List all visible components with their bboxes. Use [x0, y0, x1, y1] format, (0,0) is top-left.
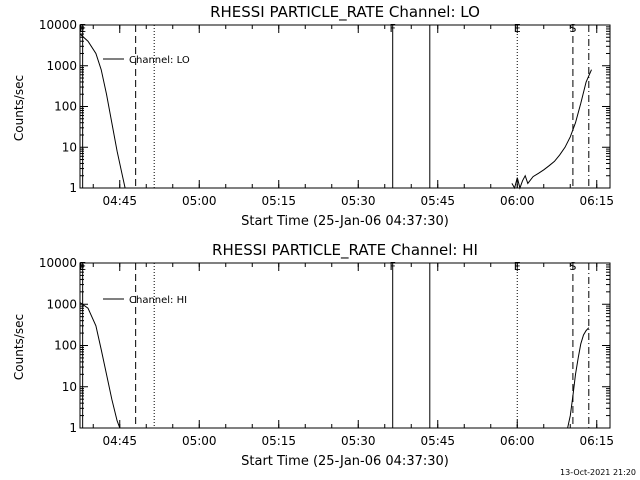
hi-event-marker-label: E: [514, 260, 521, 273]
lo-event-marker-label: E: [514, 22, 521, 35]
lo-y-tick-label: 1000: [46, 59, 77, 73]
hi-x-tick-label: 04:45: [102, 434, 137, 448]
lo-y-tick-label: 10: [62, 140, 77, 154]
hi-y-axis-label: Counts/sec: [12, 314, 26, 380]
hi-x-tick-label: 06:00: [500, 434, 535, 448]
lo-y-tick-label: 10000: [39, 18, 77, 32]
hi-x-tick-label: 05:00: [182, 434, 217, 448]
lo-x-tick-label: 05:15: [261, 194, 296, 208]
hi-x-tick-label: 05:45: [420, 434, 455, 448]
lo-x-axis-label: Start Time (25-Jan-06 04:37:30): [241, 214, 449, 229]
lo-channel-panel: RHESSI PARTICLE_RATE Channel: LO Start T…: [12, 3, 614, 229]
hi-y-tick-label: 10: [62, 380, 77, 394]
hi-event-marker-label: F: [390, 260, 396, 273]
lo-x-tick-label: 06:15: [579, 194, 614, 208]
hi-y-tick-label: 1: [69, 421, 77, 435]
hi-y-tick-label: 100: [54, 339, 77, 353]
hi-event-marker-label: S: [569, 260, 576, 273]
lo-series-line: [79, 33, 592, 190]
lo-event-marker-label: F: [390, 22, 396, 35]
lo-x-tick-label: 05:30: [341, 194, 376, 208]
hi-y-tick-label: 1000: [46, 297, 77, 311]
hi-chart-title: RHESSI PARTICLE_RATE Channel: HI: [212, 241, 478, 260]
hi-x-axis-label: Start Time (25-Jan-06 04:37:30): [241, 454, 449, 469]
lo-event-marker-label: S: [569, 22, 576, 35]
lo-y-axis-label: Counts/sec: [12, 75, 26, 141]
lo-y-tick-label: 100: [54, 100, 77, 114]
hi-x-tick-label: 05:15: [261, 434, 296, 448]
footer-timestamp: 13-Oct-2021 21:20: [560, 468, 636, 477]
lo-chart-title: RHESSI PARTICLE_RATE Channel: LO: [210, 3, 480, 22]
lo-plot-frame: [79, 24, 611, 189]
hi-x-tick-label: 06:15: [579, 434, 614, 448]
hi-channel-panel: RHESSI PARTICLE_RATE Channel: HI Start T…: [12, 241, 614, 469]
hi-y-tick-label: 10000: [39, 256, 77, 270]
lo-x-tick-label: 05:00: [182, 194, 217, 208]
hi-legend-label: Channel: HI: [129, 295, 187, 306]
lo-x-tick-label: 05:45: [420, 194, 455, 208]
hi-event-marker-label: E: [79, 260, 86, 273]
hi-series-line: [79, 302, 590, 429]
lo-legend-label: Channel: LO: [129, 55, 190, 66]
hi-plot-frame: [79, 262, 611, 429]
hi-x-tick-label: 05:30: [341, 434, 376, 448]
lo-x-tick-label: 06:00: [500, 194, 535, 208]
lo-y-tick-label: 1: [69, 181, 77, 195]
lo-x-tick-label: 04:45: [102, 194, 137, 208]
lo-event-marker-label: E: [79, 22, 86, 35]
